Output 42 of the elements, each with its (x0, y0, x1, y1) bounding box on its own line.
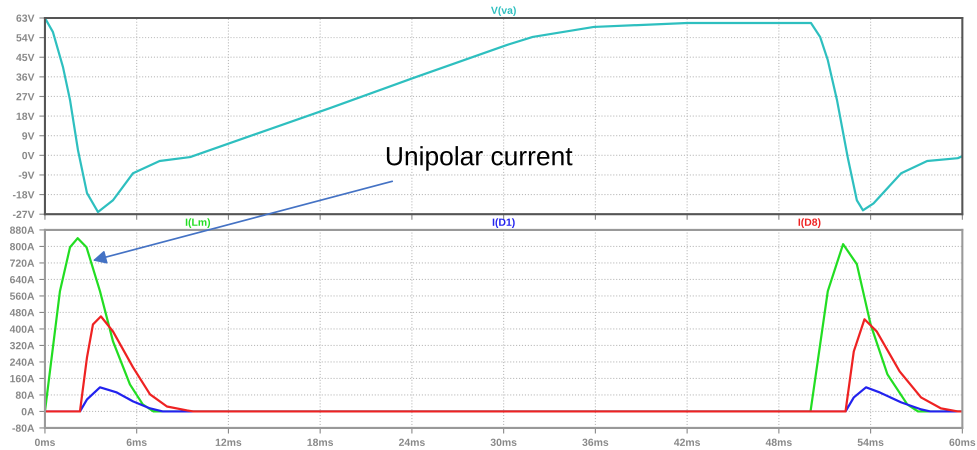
x-tick-label: 6ms (126, 438, 147, 446)
x-tick-label: 54ms (858, 438, 884, 446)
y-tick-label: 800A (10, 242, 34, 250)
y-tick-label: 400A (10, 325, 34, 333)
y-tick-label: 27V (16, 92, 34, 100)
y-tick-label: 160A (10, 374, 34, 382)
y-tick-label: -18V (12, 191, 34, 198)
y-tick-label: 0A (22, 408, 34, 416)
y-tick-label: 80A (16, 391, 34, 399)
y-tick-label: 720A (10, 259, 34, 267)
x-tick-label: 30ms (490, 438, 517, 446)
y-tick-label: 45V (16, 54, 34, 62)
y-tick-label: 0V (22, 152, 34, 160)
text: I(Lm) (186, 218, 210, 228)
text: I(D1) (492, 218, 515, 228)
y-tick-label: 9V (22, 132, 34, 140)
text: V(va) (490, 6, 516, 16)
y-tick-label: 480A (10, 308, 34, 316)
x-tick-label: 42ms (674, 438, 700, 446)
y-tick-label: 36V (16, 73, 34, 81)
x-tick-label: 18ms (308, 438, 334, 446)
x-tick-label: 12ms (216, 438, 242, 446)
y-tick-label: 240A (10, 358, 34, 366)
x-tick-label: 60ms (949, 438, 976, 446)
y-tick-label: 320A (10, 342, 34, 350)
y-tick-label: 560A (10, 292, 34, 300)
y-tick-label: 18V (16, 112, 34, 120)
text: I(D8) (798, 218, 820, 228)
line-series (44, 315, 962, 413)
x-tick-label: 0ms (34, 438, 55, 446)
y-tick-label: 63V (16, 14, 34, 22)
line-series (44, 18, 962, 214)
y-tick-label: -27V (12, 210, 34, 218)
x-tick-label: 48ms (766, 438, 792, 446)
x-tick-label: 24ms (398, 438, 425, 446)
y-tick-label: 880A (10, 226, 34, 234)
x-tick-label: 36ms (582, 438, 608, 446)
y-tick-label: -9V (18, 171, 34, 179)
y-tick-label: -80A (12, 424, 34, 432)
y-tick-label: 54V (16, 34, 34, 42)
annotation: Unipolar current (386, 146, 572, 171)
y-tick-label: 640A (10, 276, 34, 284)
